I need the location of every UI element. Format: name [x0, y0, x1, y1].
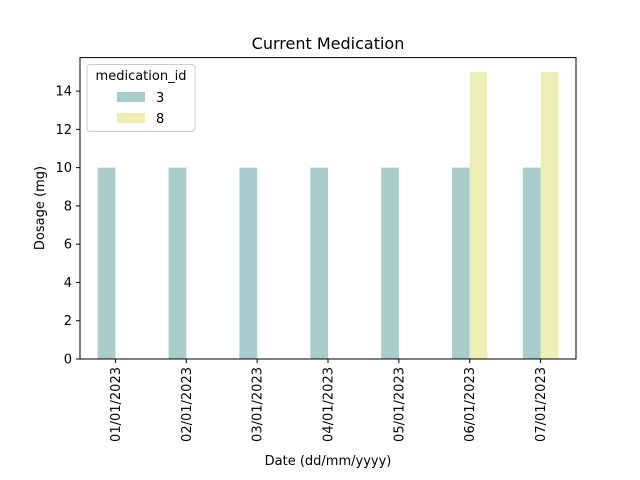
bar-series-8-06/01/2023	[469, 71, 488, 359]
y-tick-label: 4	[64, 276, 72, 291]
y-axis-label: Dosage (mg)	[33, 166, 48, 250]
bar-series-3-06/01/2023	[452, 167, 470, 359]
x-tick-label: 04/01/2023	[322, 367, 337, 442]
y-tick-label: 0	[64, 353, 72, 368]
bar-series-8-07/01/2023	[540, 71, 559, 359]
legend-title: medication_id	[96, 69, 187, 84]
legend-swatch-series-8	[117, 113, 145, 123]
legend: medication_id 3 8	[86, 64, 196, 132]
plot-frame	[79, 57, 577, 360]
x-axis-label: Date (dd/mm/yyyy)	[265, 454, 392, 469]
bar-series-3-02/01/2023	[168, 167, 187, 359]
x-tick-label: 02/01/2023	[180, 367, 195, 442]
x-tick-label: 07/01/2023	[534, 367, 549, 442]
legend-label-series-3: 3	[156, 91, 164, 106]
y-tick-label: 6	[64, 238, 72, 253]
y-tick-label: 12	[55, 123, 72, 138]
bar-series-3-01/01/2023	[97, 167, 116, 359]
y-tick-label: 10	[55, 161, 72, 176]
y-tick-label: 14	[55, 85, 72, 100]
legend-swatch-series-3	[117, 92, 145, 102]
x-axis: 01/01/2023 02/01/2023 03/01/2023 04/01/2023…	[109, 359, 549, 442]
bar-series-3-07/01/2023	[522, 167, 541, 359]
legend-label-series-8: 8	[156, 112, 164, 127]
bars-layer	[97, 71, 559, 359]
y-axis: 0 2 4 6 8 10 12 14	[55, 85, 80, 368]
x-tick-label: 05/01/2023	[392, 367, 407, 442]
bar-series-3-04/01/2023	[310, 167, 328, 359]
y-tick-label: 2	[64, 314, 72, 329]
x-tick-label: 03/01/2023	[251, 367, 266, 442]
chart-title: Current Medication	[252, 34, 405, 53]
x-tick-label: 01/01/2023	[109, 367, 124, 442]
y-tick-label: 8	[64, 199, 72, 214]
bar-series-3-03/01/2023	[239, 167, 258, 359]
bar-series-3-05/01/2023	[381, 167, 399, 359]
x-tick-label: 06/01/2023	[463, 367, 478, 442]
